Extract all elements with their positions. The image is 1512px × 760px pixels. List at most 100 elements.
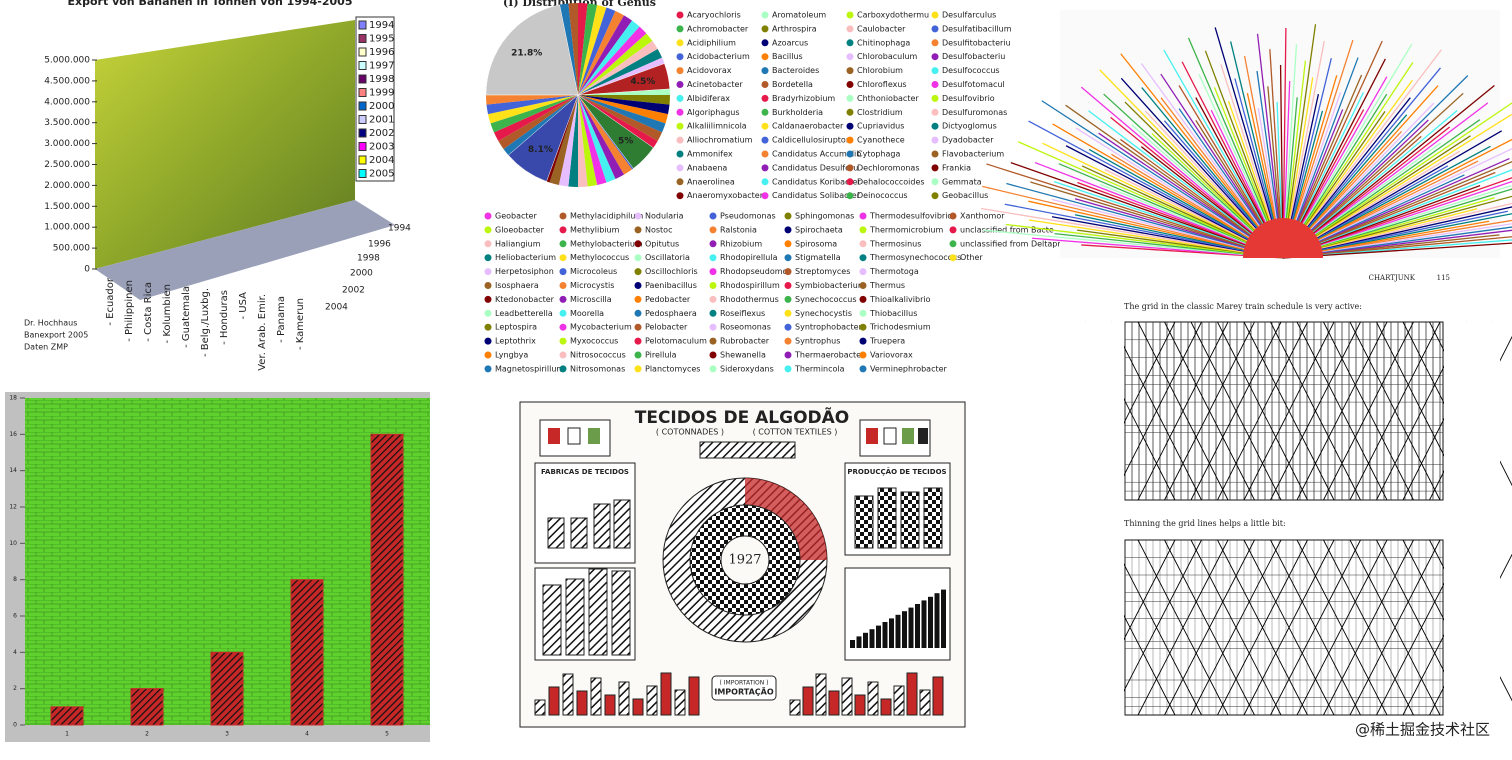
poster-bar [632,698,644,716]
ray [1282,160,1512,259]
poster-bar [660,672,672,716]
legend-label: Thiobacillus [869,309,917,318]
poster-bar [919,689,931,716]
legend-label: Chloroflexus [857,80,907,89]
legend-dot [484,240,492,248]
legend-label: Anaeromyxobacter [687,191,764,200]
x-tick-label: Ver. Arab. Emir. [257,294,268,371]
pie-chart: (I) Distribution of Genus 21.8%4.5%5%8.1… [484,0,1069,373]
legend-label: Candidatus Koribacter [772,177,861,186]
legend-label: Candidatus Solibacter [772,191,861,200]
poster-subtitle: ( COTONNADES ) [656,428,724,437]
poster-bar [882,622,888,648]
poster-bar [604,694,616,716]
depth-tick-label: 2004 [325,303,348,313]
pie-slice [577,94,654,169]
legend-swatch [358,34,367,43]
pie-slice-other [578,26,647,95]
legend-label: Alkaliilimnicola [687,122,747,131]
poster-bar [923,487,943,549]
legend-label: Rhodopirellula [720,253,778,262]
ring-segment [745,478,827,560]
box-title: FABRICAS DE TECIDOS [541,468,629,476]
train-line [1349,539,1441,716]
value-label: 5% [618,137,633,147]
mask [1078,322,1124,722]
legend-dot [676,136,684,144]
legend-label: Methylococcus [570,253,629,262]
poster-bar [934,593,940,648]
y-tick-label: 3.500.000 [44,118,90,128]
ray [1282,188,1512,259]
legend-label: Isosphaera [495,281,539,290]
legend-dot [761,122,769,130]
legend-label: Syntrophus [795,337,840,346]
legend-dot [559,309,567,317]
legend-dot [761,150,769,158]
ray [982,229,1284,259]
poster-bar [856,636,862,648]
train-line [1164,539,1255,716]
train-line [1164,321,1255,501]
running-head: CHARTJUNK [1369,274,1416,282]
legend-label: Acidovorax [687,66,732,75]
y-tick-label: 2.500.000 [44,160,90,170]
poster-bar [877,487,897,549]
legend-label: Microcoleus [570,267,617,276]
ray [1028,120,1284,259]
bar [210,651,244,726]
legend-label: Stigmatella [795,253,841,262]
pie-slice-other [558,95,578,187]
hub [1243,218,1323,258]
legend-swatch [358,74,367,84]
legend-dot [784,295,792,303]
value-label: 21.8% [511,49,542,59]
legend-swatch [358,128,367,138]
legend-dot [761,39,769,47]
ray [1006,182,1284,259]
box-title: PRODUCÇÃO DE TECIDOS [847,467,946,476]
y-tick-label: 1.000.000 [44,223,90,233]
legend-dot [931,67,939,75]
legend-dot [761,11,769,19]
poster-bar [895,614,901,648]
legend-dot [846,122,854,130]
page-number: 115 [1437,274,1450,282]
legend-label: Bradyrhizobium [772,94,835,103]
train-line [1243,321,1335,501]
ray [1282,169,1512,259]
legend-label: 2005 [369,169,394,180]
pie-slice-other [578,95,668,124]
pie-slice-other [578,3,598,96]
legend-dot [634,254,642,262]
poster-bar [841,677,853,716]
swatch [918,428,928,444]
legend-dot [559,226,567,234]
pie-slice-other [578,95,670,105]
poster-bar [802,686,814,716]
pie-slice-other [578,7,616,96]
legend-dot [931,122,939,130]
legend-dot [676,108,684,116]
y-tick-label: 16 [9,431,17,438]
x-tick-label: - USA [238,292,249,320]
legend-label: Nostoc [645,225,672,234]
poster-bar [928,596,933,648]
legend-dot [676,164,684,172]
legend-dot [859,212,867,220]
legend-label: Desulfuromonas [942,108,1007,117]
ray [1005,223,1284,259]
legend-label: Candidatus Accumulib [772,150,861,159]
note: Daten ZMP [24,343,68,352]
x-tick-label: - Honduras [219,290,230,345]
legend-dot [634,226,642,234]
legend-label: Chitinophaga [857,38,910,47]
label: IMPORTAÇÃO [714,687,773,697]
ray [1120,53,1284,259]
poster-bar [534,699,546,716]
poster-bar [611,570,631,656]
ray [1282,92,1464,259]
swatch [548,428,560,444]
swatch [588,428,600,444]
